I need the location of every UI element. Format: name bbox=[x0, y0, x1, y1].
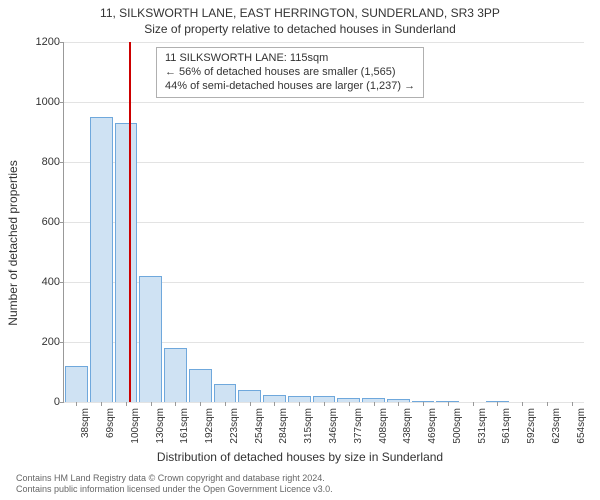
bar-rect bbox=[164, 348, 187, 402]
footer-attribution: Contains HM Land Registry data © Crown c… bbox=[16, 473, 333, 494]
x-tick-label: 531sqm bbox=[477, 408, 488, 444]
chart-container: 11, SILKSWORTH LANE, EAST HERRINGTON, SU… bbox=[0, 0, 600, 500]
y-axis-label-text: Number of detached properties bbox=[6, 160, 20, 325]
x-tick-mark bbox=[200, 402, 201, 406]
bar bbox=[65, 366, 88, 402]
bar-rect bbox=[238, 390, 261, 402]
y-tick-label: 400 bbox=[30, 276, 60, 288]
x-tick-label: 623sqm bbox=[551, 408, 562, 444]
chart-title-description: Size of property relative to detached ho… bbox=[0, 22, 600, 36]
bar bbox=[263, 395, 286, 403]
footer-line1: Contains HM Land Registry data © Crown c… bbox=[16, 473, 333, 483]
x-tick-label: 408sqm bbox=[378, 408, 389, 444]
bar bbox=[164, 348, 187, 402]
bar-rect bbox=[189, 369, 212, 402]
x-tick-label: 38sqm bbox=[80, 408, 91, 438]
x-tick-mark bbox=[349, 402, 350, 406]
bar-rect bbox=[65, 366, 88, 402]
x-tick-label: 192sqm bbox=[204, 408, 215, 444]
y-tick-label: 800 bbox=[30, 156, 60, 168]
x-tick-label: 561sqm bbox=[501, 408, 512, 444]
bar bbox=[238, 390, 261, 402]
x-tick-label: 500sqm bbox=[452, 408, 463, 444]
x-tick-mark bbox=[572, 402, 573, 406]
x-tick-label: 284sqm bbox=[278, 408, 289, 444]
x-tick-mark bbox=[225, 402, 226, 406]
y-tick-label: 0 bbox=[30, 396, 60, 408]
x-tick-label: 69sqm bbox=[105, 408, 116, 438]
y-tick-mark bbox=[60, 402, 64, 403]
x-tick-mark bbox=[101, 402, 102, 406]
chart-title-address: 11, SILKSWORTH LANE, EAST HERRINGTON, SU… bbox=[0, 6, 600, 20]
x-tick-mark bbox=[547, 402, 548, 406]
x-tick-mark bbox=[473, 402, 474, 406]
x-tick-mark bbox=[374, 402, 375, 406]
plot-area: 11 SILKSWORTH LANE: 115sqm ← 56% of deta… bbox=[64, 42, 584, 402]
bar bbox=[139, 276, 162, 402]
x-tick-label: 130sqm bbox=[155, 408, 166, 444]
x-tick-mark bbox=[151, 402, 152, 406]
bar bbox=[115, 123, 138, 402]
footer-line2: Contains public information licensed und… bbox=[16, 484, 333, 494]
x-tick-mark bbox=[175, 402, 176, 406]
x-tick-mark bbox=[398, 402, 399, 406]
bar-rect bbox=[263, 395, 286, 403]
x-tick-mark bbox=[299, 402, 300, 406]
y-tick-label: 1000 bbox=[30, 96, 60, 108]
marker-line bbox=[129, 42, 131, 402]
bar bbox=[189, 369, 212, 402]
bar bbox=[214, 384, 237, 402]
x-tick-mark bbox=[76, 402, 77, 406]
x-tick-mark bbox=[497, 402, 498, 406]
x-tick-label: 438sqm bbox=[402, 408, 413, 444]
y-axis-label: Number of detached properties bbox=[6, 78, 20, 243]
bar-rect bbox=[139, 276, 162, 402]
x-tick-label: 315sqm bbox=[303, 408, 314, 444]
bar bbox=[90, 117, 113, 402]
y-tick-label: 600 bbox=[30, 216, 60, 228]
x-tick-mark bbox=[423, 402, 424, 406]
x-tick-label: 161sqm bbox=[179, 408, 190, 444]
x-tick-mark bbox=[448, 402, 449, 406]
x-tick-label: 223sqm bbox=[229, 408, 240, 444]
x-tick-label: 346sqm bbox=[328, 408, 339, 444]
x-tick-mark bbox=[324, 402, 325, 406]
bar-rect bbox=[90, 117, 113, 402]
x-tick-mark bbox=[250, 402, 251, 406]
x-tick-label: 592sqm bbox=[526, 408, 537, 444]
x-tick-label: 254sqm bbox=[254, 408, 265, 444]
bar-rect bbox=[115, 123, 138, 402]
x-tick-label: 100sqm bbox=[130, 408, 141, 444]
x-tick-label: 377sqm bbox=[353, 408, 364, 444]
x-tick-mark bbox=[274, 402, 275, 406]
y-tick-label: 200 bbox=[30, 336, 60, 348]
bars-group bbox=[64, 42, 584, 402]
x-tick-mark bbox=[126, 402, 127, 406]
x-tick-label: 654sqm bbox=[576, 408, 587, 444]
x-tick-label: 469sqm bbox=[427, 408, 438, 444]
bar-rect bbox=[214, 384, 237, 402]
x-axis-label: Distribution of detached houses by size … bbox=[0, 450, 600, 464]
y-tick-label: 1200 bbox=[30, 36, 60, 48]
x-tick-mark bbox=[522, 402, 523, 406]
